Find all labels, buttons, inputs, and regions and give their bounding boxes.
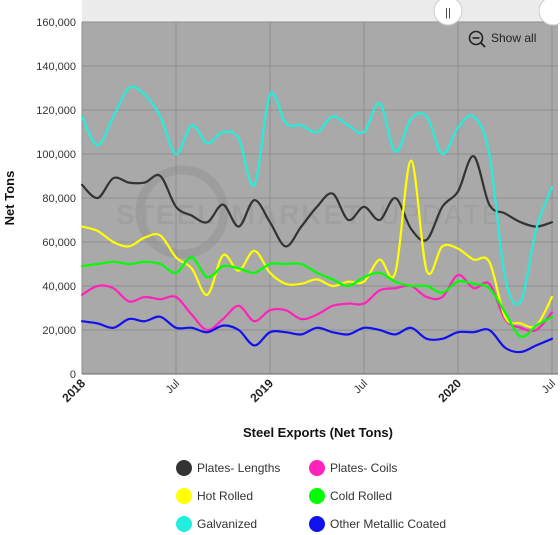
- series-line-plates-lengths: [80, 155, 554, 248]
- series-line-galvanized: [80, 85, 554, 306]
- legend-label: Cold Rolled: [330, 489, 392, 503]
- legend: Plates- Lengths Plates- Coils Hot Rolled Co…: [176, 460, 446, 532]
- handle-grip-icon: ||: [445, 7, 451, 19]
- series-line-other-metallic-coated: [80, 315, 554, 354]
- x-tick-label: Jul: [164, 378, 182, 396]
- series-line-cold-rolled: [80, 256, 554, 338]
- legend-swatch: [176, 488, 192, 504]
- x-axis-tick-labels: 2018 Jul 2019 Jul 2020 Jul: [59, 376, 558, 405]
- y-tick-label: 60,000: [42, 237, 76, 249]
- legend-label: Plates- Coils: [330, 461, 397, 475]
- zoom-out-icon: [468, 30, 486, 48]
- y-axis-title: Net Tons: [2, 171, 17, 226]
- y-tick-label: 100,000: [36, 149, 76, 161]
- legend-item-plates-lengths[interactable]: Plates- Lengths: [176, 460, 280, 476]
- navigator-left-handle[interactable]: ||: [433, 0, 463, 26]
- legend-swatch: [309, 488, 325, 504]
- legend-label: Hot Rolled: [197, 489, 253, 503]
- legend-swatch: [176, 516, 192, 532]
- watermark-word-3: UPDATE: [379, 199, 503, 230]
- y-tick-label: 120,000: [36, 105, 76, 117]
- legend-item-plates-coils[interactable]: Plates- Coils: [309, 460, 397, 476]
- legend-label: Galvanized: [197, 517, 257, 531]
- y-axis-tick-labels: 0 20,000 40,000 60,000 80,000 100,000 120,000 1…: [36, 17, 76, 381]
- navigator-right-handle[interactable]: [538, 0, 560, 26]
- legend-item-cold-rolled[interactable]: Cold Rolled: [309, 488, 392, 504]
- y-tick-label: 80,000: [42, 193, 76, 205]
- navigator-track[interactable]: [82, 0, 558, 22]
- y-tick-label: 40,000: [42, 281, 76, 293]
- x-tick-label: 2019: [247, 376, 276, 405]
- legend-label: Plates- Lengths: [197, 461, 280, 475]
- show-all-label: Show all: [491, 31, 536, 45]
- series-lines: [80, 85, 554, 354]
- x-tick-label: 2020: [435, 376, 464, 405]
- watermark-ring-icon: [135, 165, 229, 259]
- series-line-hot-rolled: [80, 159, 554, 329]
- y-tick-label: 160,000: [36, 17, 76, 29]
- legend-item-galvanized[interactable]: Galvanized: [176, 516, 257, 532]
- x-tick-label: Jul: [540, 378, 558, 396]
- x-axis-title: Steel Exports (Net Tons): [243, 425, 393, 440]
- watermark-word-1: STEEL: [116, 199, 216, 230]
- x-tick-label: Jul: [352, 378, 370, 396]
- series-line-plates-coils: [80, 273, 554, 333]
- y-tick-label: 0: [70, 369, 76, 381]
- legend-item-other-metallic-coated[interactable]: Other Metallic Coated: [309, 516, 446, 532]
- y-tick-label: 140,000: [36, 61, 76, 73]
- x-tick-label: 2018: [59, 376, 88, 405]
- legend-swatch: [309, 516, 325, 532]
- legend-label: Other Metallic Coated: [330, 517, 446, 531]
- show-all-button[interactable]: Show all: [462, 26, 548, 50]
- legend-swatch: [309, 460, 325, 476]
- y-tick-label: 20,000: [42, 325, 76, 337]
- legend-item-hot-rolled[interactable]: Hot Rolled: [176, 488, 253, 504]
- legend-swatch: [176, 460, 192, 476]
